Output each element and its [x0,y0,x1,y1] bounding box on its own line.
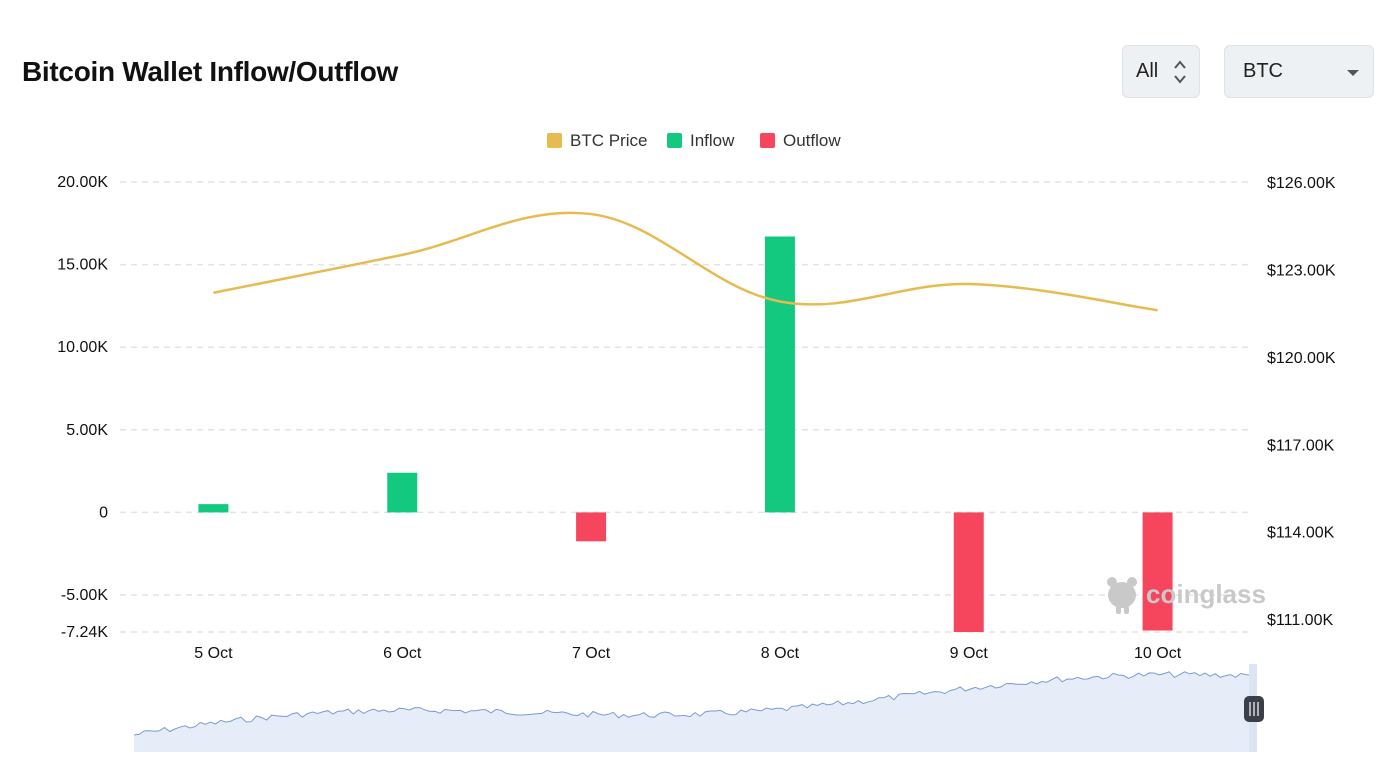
y-right-tick: $120.00K [1267,350,1336,367]
y-right-tick: $114.00K [1267,525,1335,542]
x-tick: 10 Oct [1134,645,1182,662]
y-right-tick: $126.00K [1267,175,1336,192]
outflow-bar[interactable] [953,512,984,632]
legend-label-inflow[interactable]: Inflow [690,131,735,150]
y-right-tick: $111.00K [1267,612,1333,629]
y-left-tick: -7.24K [61,624,108,641]
asset-select[interactable]: BTC [1224,45,1374,98]
y-left-tick: 20.00K [57,174,108,191]
btc-price-line[interactable] [213,211,1158,312]
y-left-tick: 5.00K [66,422,108,439]
inflow-bar[interactable] [387,472,418,513]
x-tick: 9 Oct [950,645,989,662]
page-title: Bitcoin Wallet Inflow/Outflow [22,56,398,87]
legend-label-outflow[interactable]: Outflow [783,131,841,150]
range-select[interactable]: All [1122,45,1200,98]
y-left-tick: -5.00K [61,587,108,604]
outflow-bar[interactable] [576,512,607,542]
legend-swatch-inflow[interactable] [667,133,682,148]
updown-chevron-icon [1174,60,1186,84]
navigator-area [134,671,1256,752]
range-select-value: All [1136,60,1159,82]
asset-select-value: BTC [1243,60,1283,82]
x-tick: 8 Oct [761,645,800,662]
x-tick: 5 Oct [194,645,233,662]
y-right-tick: $117.00K [1267,437,1335,454]
dropdown-caret-icon [1347,70,1359,76]
range-navigator[interactable] [133,664,1264,752]
navigator-line [133,671,1257,736]
y-left-tick: 15.00K [57,257,108,274]
y-right-tick: $123.00K [1267,262,1336,279]
legend-swatch-btc-price[interactable] [547,133,562,148]
watermark-text: coinglass [1146,579,1266,609]
inflow-bar[interactable] [198,504,229,513]
watermark-logo: coinglass [1107,577,1266,614]
outflow-bar[interactable] [1142,512,1173,631]
y-left-tick: 0 [99,504,108,521]
x-tick: 6 Oct [383,645,422,662]
legend-label-btc-price[interactable]: BTC Price [570,131,647,150]
legend-swatch-outflow[interactable] [760,133,775,148]
y-left-tick: 10.00K [57,339,108,356]
inflow-bar[interactable] [764,236,795,513]
x-tick: 7 Oct [572,645,611,662]
